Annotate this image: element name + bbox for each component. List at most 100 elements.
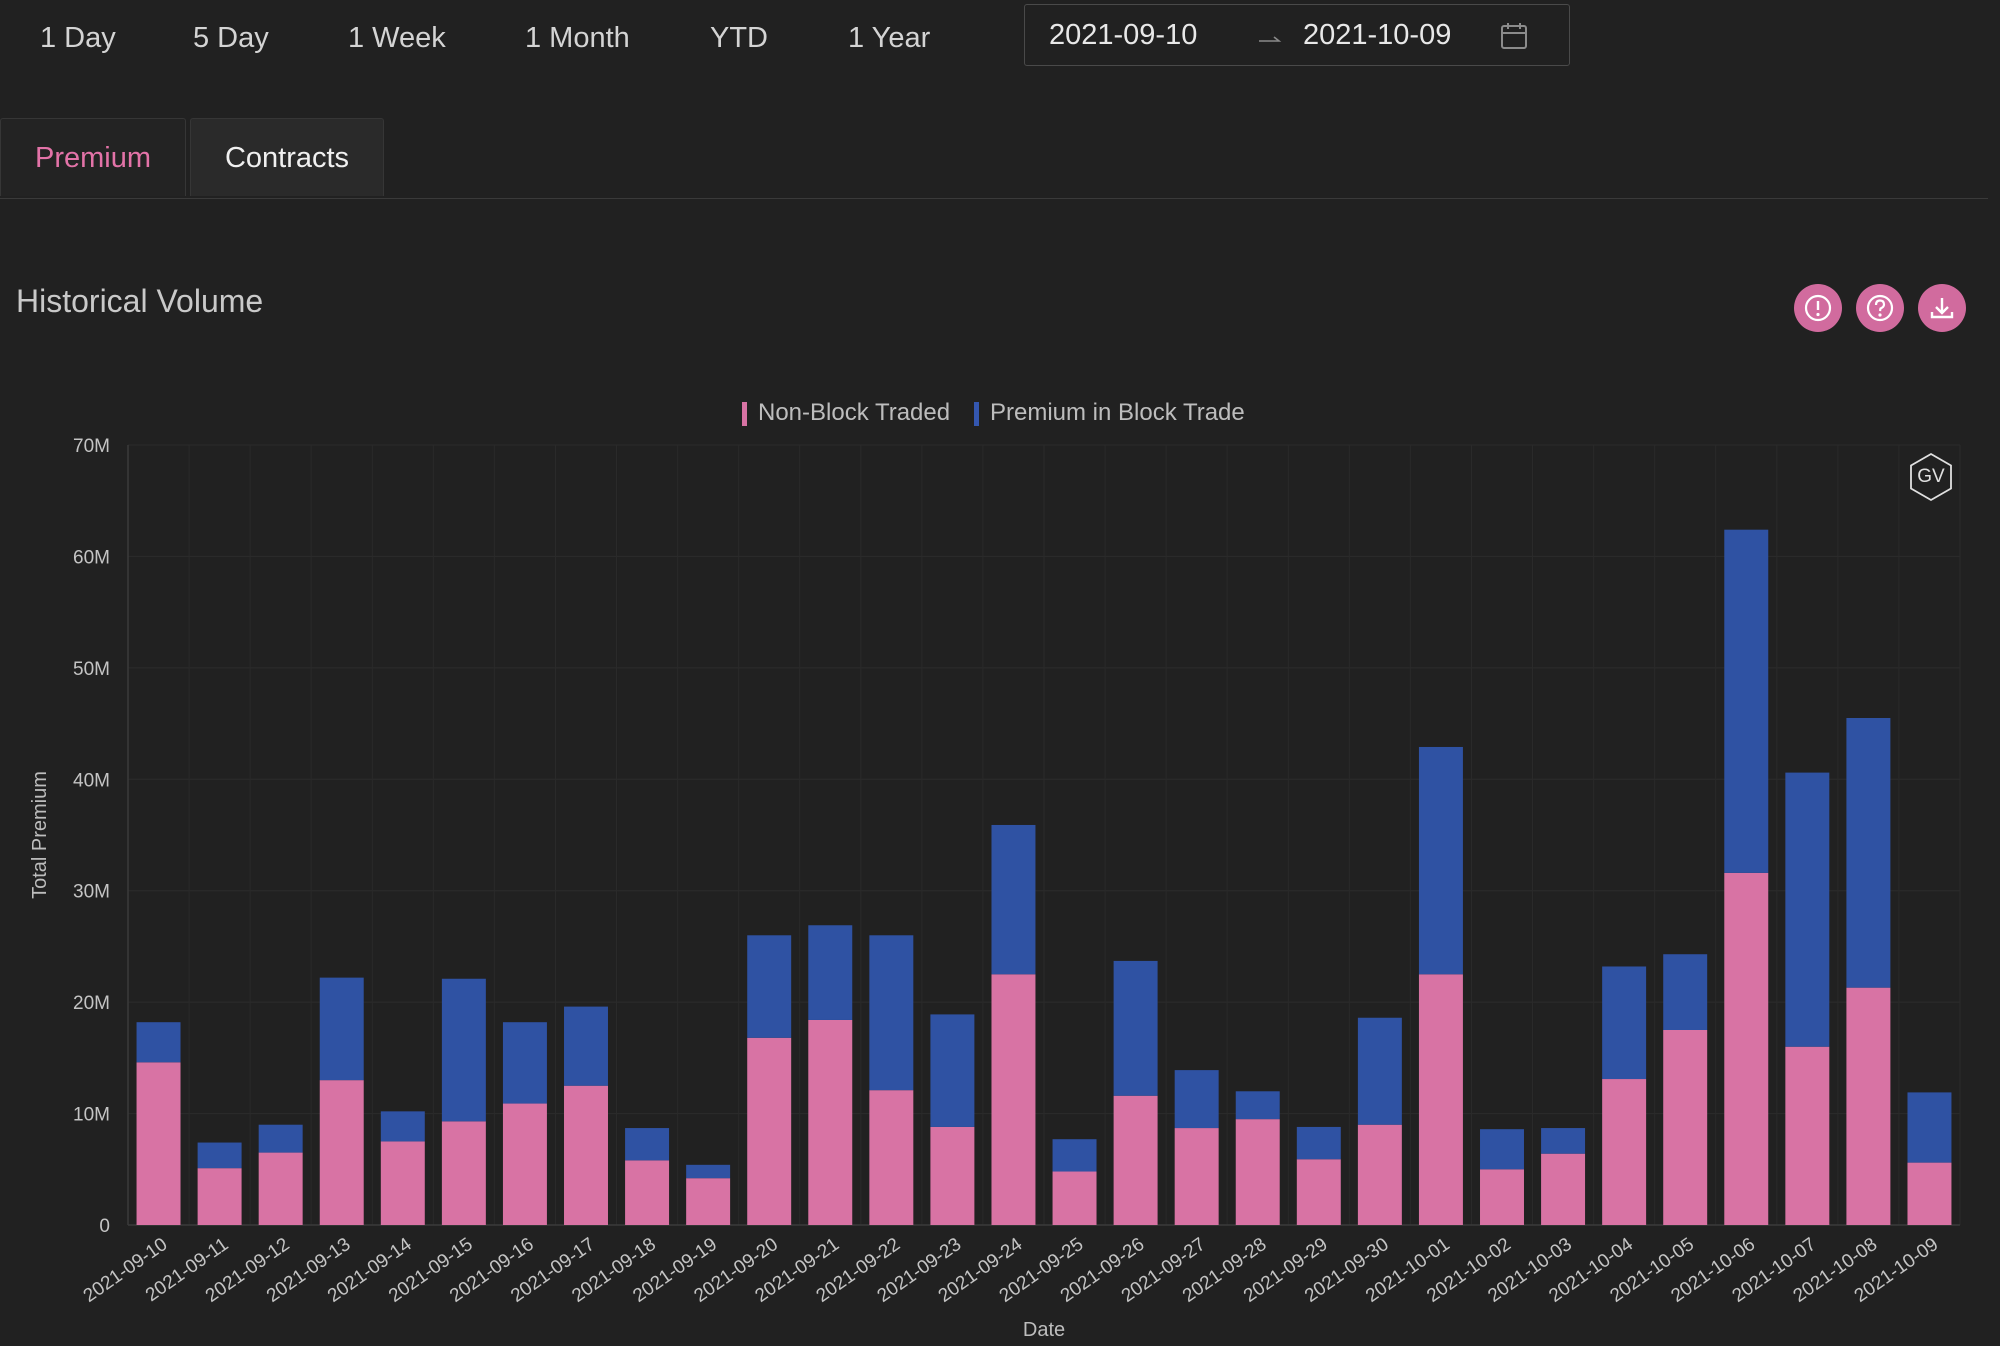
bar-block-2021-09-30 <box>1357 1017 1402 1125</box>
bar-block-2021-09-20 <box>747 935 792 1038</box>
calendar-icon[interactable] <box>1499 21 1529 51</box>
end-date-input[interactable] <box>1303 5 1503 65</box>
x-axis-title: Date <box>1023 1319 1065 1341</box>
bar-non-block-2021-09-21 <box>808 1019 853 1225</box>
bar-non-block-2021-09-29 <box>1296 1159 1341 1225</box>
bar-block-2021-09-15 <box>441 978 486 1122</box>
bar-block-2021-09-12 <box>258 1124 303 1153</box>
bar-non-block-2021-09-25 <box>1052 1171 1097 1225</box>
bar-non-block-2021-09-11 <box>197 1168 242 1225</box>
bar-non-block-2021-10-03 <box>1541 1153 1586 1225</box>
info-button[interactable] <box>1794 284 1842 332</box>
y-tick-label: 60M <box>73 547 110 568</box>
bar-block-2021-09-29 <box>1296 1126 1341 1160</box>
bar-non-block-2021-09-12 <box>258 1152 303 1225</box>
y-tick-label: 40M <box>73 770 110 791</box>
tab-contracts[interactable]: Contracts <box>190 118 384 196</box>
start-date-input[interactable] <box>1049 5 1249 65</box>
bar-block-2021-09-27 <box>1174 1070 1219 1129</box>
bar-block-2021-09-28 <box>1235 1091 1280 1120</box>
range-1-month-button[interactable]: 1 Month <box>525 22 630 54</box>
bar-block-2021-09-16 <box>502 1022 547 1104</box>
bar-block-2021-09-11 <box>197 1142 242 1169</box>
legend-label-block: Premium in Block Trade <box>990 399 1245 426</box>
time-range-selector: 1 Day 5 Day 1 Week 1 Month YTD 1 Year <box>0 0 1000 76</box>
bar-non-block-2021-09-23 <box>930 1126 975 1225</box>
bar-non-block-2021-09-27 <box>1174 1128 1219 1225</box>
y-tick-label: 10M <box>73 1105 110 1126</box>
bar-non-block-2021-09-20 <box>747 1037 792 1225</box>
bar-block-2021-10-01 <box>1418 746 1463 975</box>
range-5-day-button[interactable]: 5 Day <box>193 22 269 54</box>
y-tick-label: 50M <box>73 659 110 680</box>
bar-block-2021-10-05 <box>1663 954 1708 1030</box>
bar-non-block-2021-09-18 <box>625 1160 670 1225</box>
hexagon-logo-icon <box>1910 452 1952 502</box>
bar-non-block-2021-09-14 <box>380 1141 425 1225</box>
watermark-text: GV <box>1917 466 1945 487</box>
bar-block-2021-10-08 <box>1846 718 1891 988</box>
bar-block-2021-10-04 <box>1602 966 1647 1080</box>
date-range-picker[interactable] <box>1024 4 1570 66</box>
bar-block-2021-09-23 <box>930 1014 975 1127</box>
bar-non-block-2021-10-08 <box>1846 987 1891 1225</box>
range-1-year-button[interactable]: 1 Year <box>848 22 931 54</box>
bar-block-2021-09-21 <box>808 925 853 1020</box>
gv-logo: GV <box>1908 452 1954 502</box>
bar-block-2021-10-09 <box>1907 1092 1952 1163</box>
y-tick-label: 30M <box>73 882 110 903</box>
historical-volume-chart: 010M20M30M40M50M60M70M2021-09-102021-09-… <box>29 436 1961 1341</box>
bar-non-block-2021-09-10 <box>136 1062 181 1225</box>
question-circle-icon <box>1866 294 1894 322</box>
legend-label-non-block: Non-Block Traded <box>758 399 951 426</box>
bar-block-2021-09-17 <box>564 1006 608 1086</box>
y-tick-label: 20M <box>73 993 110 1014</box>
download-icon <box>1930 298 1954 319</box>
help-button[interactable] <box>1856 284 1904 332</box>
y-axis-title: Total Premium <box>29 771 51 899</box>
bar-non-block-2021-09-24 <box>991 974 1036 1225</box>
bar-non-block-2021-09-17 <box>564 1085 608 1225</box>
bar-block-2021-09-25 <box>1052 1139 1097 1172</box>
range-1-day-button[interactable]: 1 Day <box>40 22 116 54</box>
bar-non-block-2021-10-09 <box>1907 1162 1952 1225</box>
download-button[interactable] <box>1918 284 1966 332</box>
bar-block-2021-09-18 <box>625 1128 670 1161</box>
bar-block-2021-09-22 <box>869 935 914 1091</box>
bar-block-2021-09-24 <box>991 824 1036 975</box>
range-1-week-button[interactable]: 1 Week <box>348 22 446 54</box>
bar-non-block-2021-09-30 <box>1357 1124 1402 1225</box>
bar-block-2021-10-07 <box>1785 772 1830 1047</box>
section-title: Historical Volume <box>16 283 264 319</box>
tab-premium[interactable]: Premium <box>0 118 186 196</box>
bar-block-2021-09-19 <box>686 1164 731 1179</box>
arrow-right-icon <box>1259 36 1282 42</box>
range-ytd-button[interactable]: YTD <box>710 22 768 54</box>
bar-non-block-2021-10-01 <box>1418 974 1463 1225</box>
bar-block-2021-10-02 <box>1480 1129 1524 1170</box>
exclamation-circle-icon <box>1804 294 1832 322</box>
bar-block-2021-10-03 <box>1541 1128 1586 1154</box>
y-tick-label: 0 <box>99 1216 110 1237</box>
bar-non-block-2021-10-02 <box>1480 1169 1524 1225</box>
bar-non-block-2021-09-13 <box>319 1080 364 1225</box>
bar-non-block-2021-09-19 <box>686 1178 731 1225</box>
bar-non-block-2021-10-06 <box>1724 872 1769 1225</box>
legend-swatch-block <box>974 402 979 426</box>
bar-block-2021-09-14 <box>380 1111 425 1142</box>
bar-block-2021-10-06 <box>1724 529 1769 873</box>
bar-block-2021-09-10 <box>136 1022 181 1063</box>
y-tick-label: 70M <box>73 436 110 457</box>
bar-block-2021-09-26 <box>1113 960 1158 1096</box>
bar-non-block-2021-09-16 <box>502 1103 547 1225</box>
bar-non-block-2021-10-05 <box>1663 1030 1708 1225</box>
bar-block-2021-09-13 <box>319 977 364 1081</box>
bar-non-block-2021-10-04 <box>1602 1079 1647 1225</box>
bar-non-block-2021-09-26 <box>1113 1095 1158 1225</box>
bar-non-block-2021-09-28 <box>1235 1119 1280 1225</box>
metric-tabs: Premium Contracts <box>0 118 1988 199</box>
bar-non-block-2021-09-15 <box>441 1121 486 1225</box>
bar-non-block-2021-09-22 <box>869 1090 914 1225</box>
legend-swatch-non-block <box>742 402 747 426</box>
bar-non-block-2021-10-07 <box>1785 1046 1830 1225</box>
